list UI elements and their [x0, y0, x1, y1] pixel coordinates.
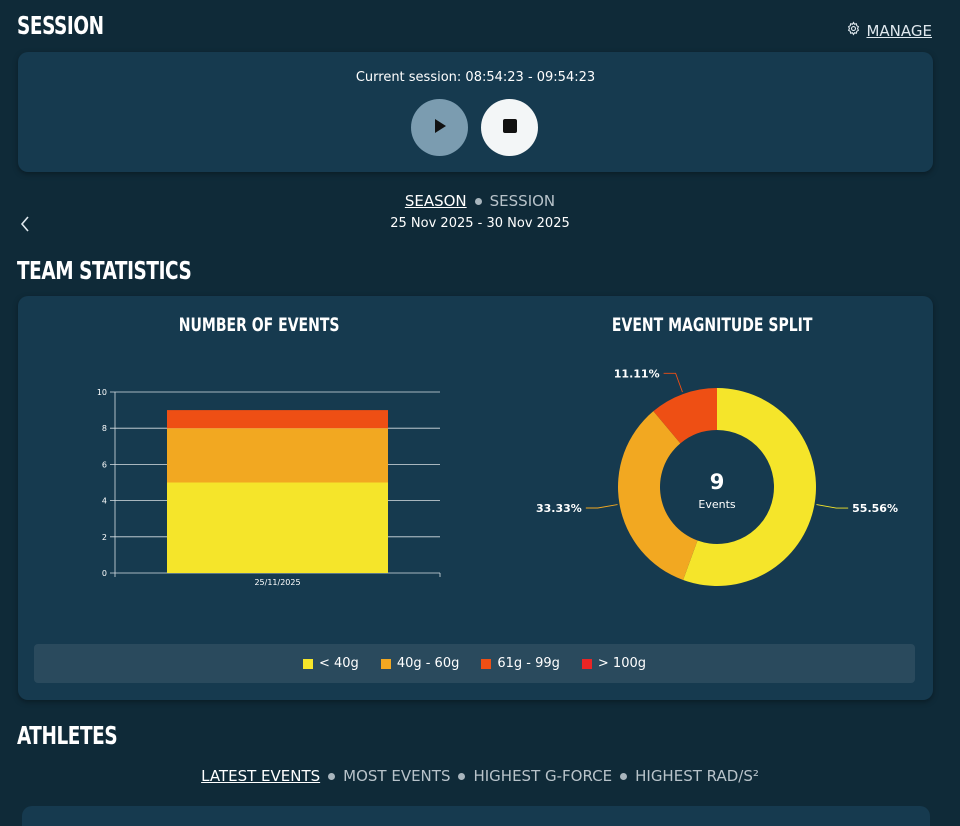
donut-chart-title: EVENT MAGNITUDE SPLIT — [611, 314, 813, 336]
legend-label: 61g - 99g — [497, 656, 560, 671]
bar-segment[interactable] — [167, 482, 388, 574]
tab-season[interactable]: SEASON — [404, 192, 467, 210]
legend-label: < 40g — [318, 656, 359, 671]
legend-label: > 100g — [597, 656, 646, 671]
session-title: SESSION — [17, 11, 104, 40]
stop-icon — [502, 118, 518, 138]
y-tick-label: 2 — [102, 533, 107, 542]
chevron-left-icon[interactable] — [19, 216, 31, 236]
tab-highest-g-force[interactable]: HIGHEST G-FORCE — [473, 767, 613, 785]
y-tick-label: 6 — [102, 460, 107, 469]
chart-legend: < 40g 40g - 60g 61g - 99g > 100g — [34, 644, 915, 683]
bar-segment[interactable] — [167, 410, 388, 429]
donut-center-label: Events — [698, 498, 736, 511]
current-session-text: Current session: 08:54:23 - 09:54:23 — [355, 70, 596, 85]
donut-chart: 55.56% 33.33% 11.11% 9 Events — [536, 367, 898, 586]
play-button[interactable] — [411, 99, 468, 156]
separator-dot — [620, 772, 628, 780]
separator-dot — [458, 772, 466, 780]
tab-highest-rad[interactable]: HIGHEST RAD/S² — [635, 767, 759, 785]
legend-swatch — [481, 658, 492, 669]
bar-chart-title: NUMBER OF EVENTS — [178, 314, 340, 336]
label-leader — [816, 504, 849, 509]
separator-dot — [474, 197, 482, 205]
bar-chart: 0 2 4 6 8 10 25/11/2025 — [97, 388, 441, 587]
manage-link[interactable]: MANAGE — [846, 21, 932, 40]
athletes-tabs: LATEST EVENTS MOST EVENTS HIGHEST G-FORC… — [0, 767, 960, 785]
donut-center-value: 9 — [710, 470, 725, 494]
session-card: Current session: 08:54:23 - 09:54:23 — [18, 52, 933, 172]
legend-swatch — [581, 658, 592, 669]
donut-slice[interactable] — [618, 411, 698, 581]
donut-percent-label: 33.33% — [536, 502, 582, 515]
play-icon — [432, 118, 448, 138]
legend-item[interactable]: 40g - 60g — [380, 656, 460, 671]
donut-slice[interactable] — [683, 388, 816, 586]
team-statistics-title: TEAM STATISTICS — [17, 256, 192, 285]
bar-segment[interactable] — [167, 428, 388, 483]
gear-icon — [846, 21, 861, 40]
athletes-card — [22, 806, 930, 826]
team-stats-card: NUMBER OF EVENTS EVENT MAGNITUDE SPLIT 0… — [18, 296, 933, 700]
legend-swatch — [380, 658, 391, 669]
donut-slice[interactable] — [653, 388, 717, 444]
donut-percent-label: 11.11% — [614, 367, 660, 380]
x-tick-label: 25/11/2025 — [254, 578, 300, 587]
legend-item[interactable]: > 100g — [581, 656, 646, 671]
athletes-title: ATHLETES — [17, 721, 118, 750]
separator-dot — [328, 772, 336, 780]
y-tick-label: 8 — [102, 424, 107, 433]
y-tick-label: 0 — [102, 569, 107, 578]
legend-item[interactable]: 61g - 99g — [481, 656, 560, 671]
donut-percent-label: 55.56% — [852, 502, 898, 515]
manage-label: MANAGE — [866, 21, 932, 40]
label-leader — [663, 372, 683, 393]
period-toggle: SEASON SESSION — [0, 192, 960, 210]
legend-item[interactable]: < 40g — [302, 656, 359, 671]
legend-swatch — [302, 658, 313, 669]
date-range: 25 Nov 2025 - 30 Nov 2025 — [390, 216, 570, 231]
tab-session[interactable]: SESSION — [489, 192, 556, 210]
y-tick-label: 4 — [102, 497, 107, 506]
legend-label: 40g - 60g — [396, 656, 460, 671]
tab-latest-events[interactable]: LATEST EVENTS — [201, 767, 321, 785]
stop-button[interactable] — [481, 99, 538, 156]
label-leader — [585, 504, 618, 509]
tab-most-events[interactable]: MOST EVENTS — [343, 767, 451, 785]
y-tick-label: 10 — [97, 388, 107, 397]
